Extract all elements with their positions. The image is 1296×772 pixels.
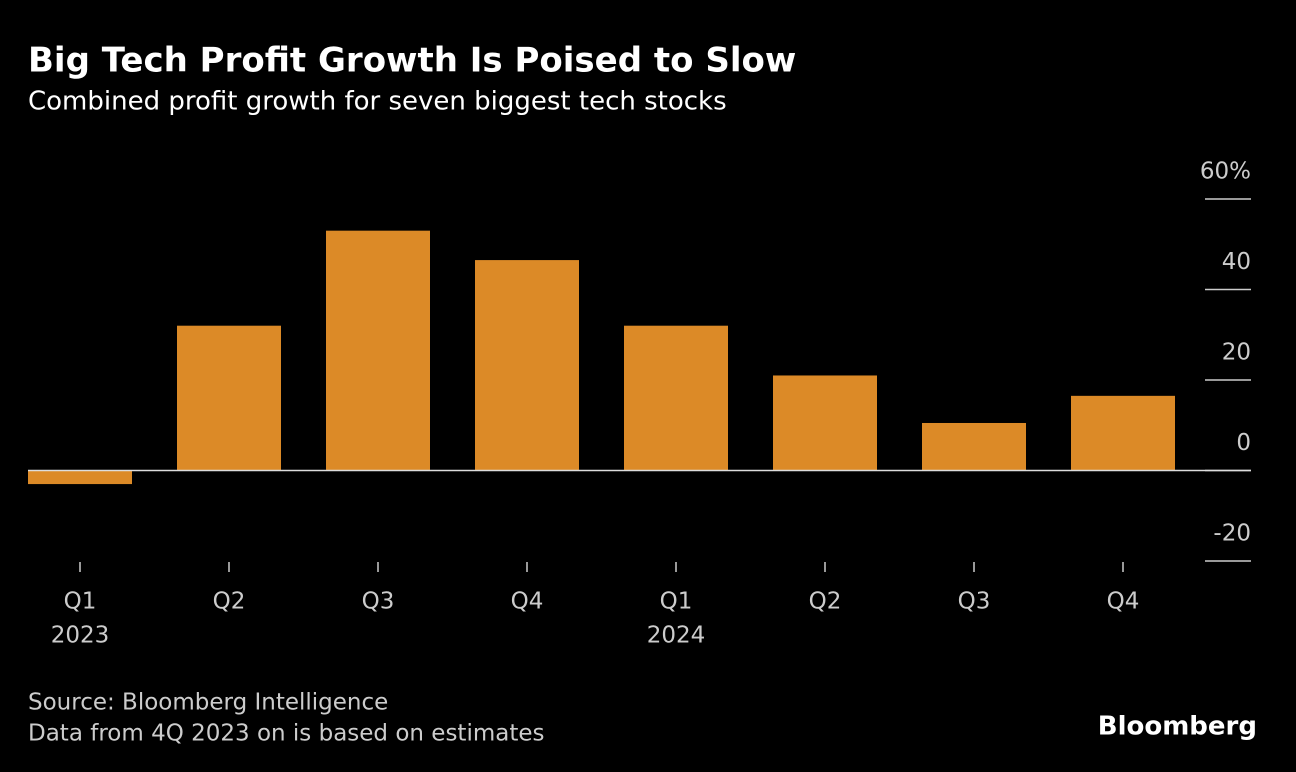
x-tick-label: Q4	[511, 589, 544, 615]
x-tick-label: Q4	[1107, 589, 1140, 615]
x-tick-label: Q3	[958, 589, 991, 615]
x-tick-label: Q2	[213, 589, 246, 615]
source: Source: Bloomberg Intelligence	[28, 690, 388, 716]
y-tick-label: 0	[1236, 430, 1251, 456]
y-tick-label: 60%	[1200, 159, 1251, 185]
bar	[177, 325, 281, 471]
bar	[326, 230, 430, 471]
bar	[1071, 395, 1175, 471]
bar	[28, 470, 132, 485]
chart-subtitle: Combined profit growth for seven biggest…	[28, 87, 727, 117]
y-tick-label: 40	[1222, 249, 1251, 275]
bar	[624, 325, 728, 471]
chart-title: Big Tech Profit Growth Is Poised to Slow	[28, 41, 796, 81]
x-year-label: 2024	[647, 623, 706, 649]
x-year-label: 2023	[51, 623, 110, 649]
y-tick-label: 20	[1222, 340, 1251, 366]
y-tick-label: -20	[1213, 521, 1251, 547]
note: Data from 4Q 2023 on is based on estimat…	[28, 721, 545, 747]
x-tick-label: Q2	[809, 589, 842, 615]
x-tick-label: Q1	[660, 589, 693, 615]
bar	[475, 260, 579, 471]
brand: Bloomberg	[1098, 712, 1257, 742]
x-tick-label: Q1	[64, 589, 97, 615]
bar	[922, 422, 1026, 471]
x-tick-label: Q3	[362, 589, 395, 615]
bar	[773, 375, 877, 471]
